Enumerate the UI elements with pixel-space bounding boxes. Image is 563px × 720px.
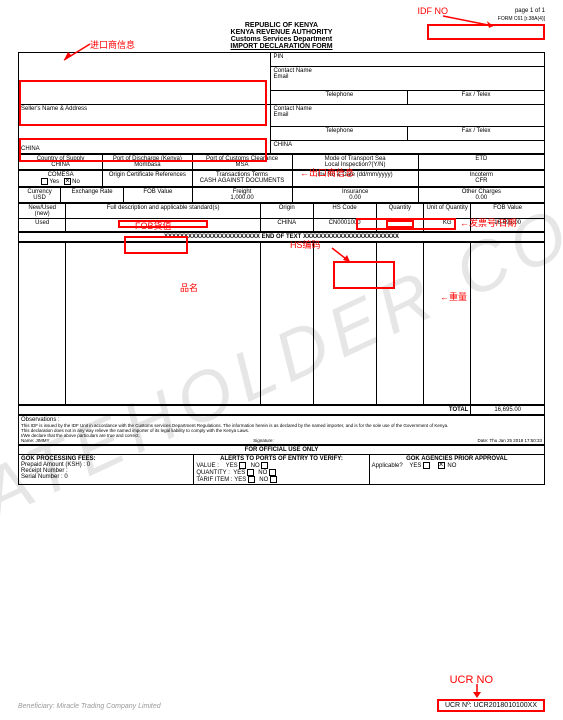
header-l4: IMPORT DECLARATION FORM [18, 43, 545, 50]
serial-value: 0 [64, 474, 67, 480]
ucr-label: UCR Nº: [445, 702, 472, 709]
app-yes[interactable] [423, 462, 430, 469]
email-label2: Email [273, 112, 288, 118]
tariff-no[interactable] [270, 476, 277, 483]
beneficiary: Beneficiary: Miracle Trading Company Lim… [18, 703, 161, 710]
alerts: ALERTS TO PORTS OF ENTRY TO VERIFY: VALU… [194, 455, 369, 485]
exrate: Exchange Rate [61, 188, 124, 203]
official-title: FOR OFFICIAL USE ONLY [19, 446, 545, 455]
end-text: XXXXXXXXXXXXXXXXXXXXXXXX END OF TEXT XXX… [18, 232, 545, 242]
fob-value: FOB Value [124, 188, 192, 203]
official-use: FOR OFFICIAL USE ONLY GOK PROCESSING FEE… [18, 445, 545, 485]
china-right: CHINA [273, 142, 292, 148]
r-hscode: CN0001000 [313, 219, 376, 232]
r-fob: 16,695.00 [471, 219, 545, 232]
h-fob: FOB Value [471, 204, 545, 219]
items-header: New/Used (new) Full description and appl… [18, 203, 545, 232]
value-yes[interactable] [239, 462, 246, 469]
tel2: Telephone [271, 127, 408, 140]
app-no[interactable] [438, 462, 445, 469]
form-header: REPUBLIC OF KENYA KENYA REVENUE AUTHORIT… [18, 22, 545, 50]
inv-date: Inv No & Date (dd/mm/yyyy) [292, 171, 418, 187]
serial-label: Serial Number : [21, 474, 63, 480]
ucr-box: UCR Nº: UCR2018010100XX [437, 699, 545, 712]
tariff-yes[interactable] [248, 476, 255, 483]
no-label: No [72, 179, 80, 185]
h-origin: Origin [260, 204, 313, 219]
ucr-value: UCR2018010100XX [474, 702, 537, 709]
china-left: CHINA [21, 146, 40, 152]
r-origin: CHINA [260, 219, 313, 232]
fax2: Fax / Telex [408, 127, 545, 140]
obs-date: Date: Thu Jan 25 2018 17:50:33 [478, 438, 542, 443]
page-number: page 1 of 1 [18, 8, 545, 14]
observations: Observations : This IDF is issued by the… [18, 415, 545, 445]
h-hscode: HS Code [313, 204, 376, 219]
annot-ucr: UCR NO [450, 674, 493, 686]
end-text-row: XXXXXXXXXXXXXXXXXXXXXXXX END OF TEXT XXX… [19, 233, 545, 242]
china-right-cell: CHINA [271, 140, 545, 153]
currency: CurrencyUSD [19, 188, 61, 203]
row3: CurrencyUSD Exchange Rate FOB Value Frei… [18, 187, 545, 203]
origin-cert: Origin Certificate References [103, 171, 192, 187]
r-newused: Used [19, 219, 66, 232]
fax-cell: Fax / Telex [408, 90, 545, 104]
obs-sig: Signature: [253, 438, 274, 443]
r-desc [66, 219, 261, 232]
freight: Freight1,000.00 [192, 188, 292, 203]
r-qty [376, 219, 423, 232]
page: STATEHOLDER COPY page 1 of 1 FORM C61 [r… [0, 0, 563, 720]
row1: Country of SupplyCHINA Port of Discharge… [18, 154, 545, 170]
h-unit: Unit of Quantity [423, 204, 470, 219]
row2: COMESA Yes No Origin Certificate Referen… [18, 170, 545, 187]
yes-label: Yes [49, 179, 59, 185]
gok-fees: GOK PROCESSING FEES: Prepaid Amount (KSH… [19, 455, 194, 485]
header-l3: Customs Services Department [18, 36, 545, 43]
insurance: Insurance0.00 [292, 188, 418, 203]
etd: ETD [418, 155, 544, 170]
importer-box [19, 53, 271, 105]
obs-cell: Observations : This IDF is issued by the… [19, 416, 545, 445]
top-block: PIN Contact NameEmail Telephone Fax / Te… [18, 52, 545, 154]
blank-area [18, 242, 545, 405]
port-clearance: Port of Customs ClearanceMSA [192, 155, 292, 170]
tariff-label: TARIF ITEM : [196, 477, 232, 483]
contactname-row: Contact NameEmail [271, 67, 545, 91]
total-value: 16,695.00 [471, 406, 545, 415]
r-unit: KG [423, 219, 470, 232]
prepaid-value: 0 [87, 462, 90, 468]
mode-transport: Mode of Transport SeaLocal Inspection?(Y… [292, 155, 418, 170]
incoterm: IncotermCFR [418, 171, 544, 187]
value-no[interactable] [261, 462, 268, 469]
comesa-yes-checkbox[interactable] [41, 178, 48, 185]
email-label: Email [273, 74, 288, 80]
trans-terms: Transactions TermsCASH AGAINST DOCUMENTS [192, 171, 292, 187]
header-l2: KENYA REVENUE AUTHORITY [18, 29, 545, 36]
agencies: GOK AGENCIES PRIOR APPROVAL Applicable? … [369, 455, 544, 485]
comesa: COMESA Yes No [19, 171, 103, 187]
seller-box: Seller's Name & Address CHINA [19, 105, 271, 154]
tel-cell: Telephone [271, 90, 408, 104]
contactname2: Contact NameEmail [271, 105, 545, 127]
seller-label: Seller's Name & Address [21, 106, 87, 112]
qty-no[interactable] [269, 469, 276, 476]
applicable-label: Applicable? [372, 463, 403, 469]
pin-row: PIN [271, 53, 545, 67]
total-label: TOTAL [19, 406, 471, 415]
h-desc: Full description and applicable standard… [66, 204, 261, 219]
header-l1: REPUBLIC OF KENYA [18, 22, 545, 29]
other-charges: Other Charges0.00 [418, 188, 544, 203]
country-supply: Country of SupplyCHINA [19, 155, 103, 170]
obs-name: Name: JIMMY [21, 438, 50, 443]
total-row: TOTAL 16,695.00 [18, 405, 545, 415]
h-qty: Quantity [376, 204, 423, 219]
port-discharge: Port of Discharge (Kenya)Mombasa [103, 155, 192, 170]
h-newused: New/Used (new) [19, 204, 66, 219]
qty-yes[interactable] [247, 469, 254, 476]
comesa-no-checkbox[interactable] [64, 178, 71, 185]
pin-label: PIN [273, 54, 283, 60]
